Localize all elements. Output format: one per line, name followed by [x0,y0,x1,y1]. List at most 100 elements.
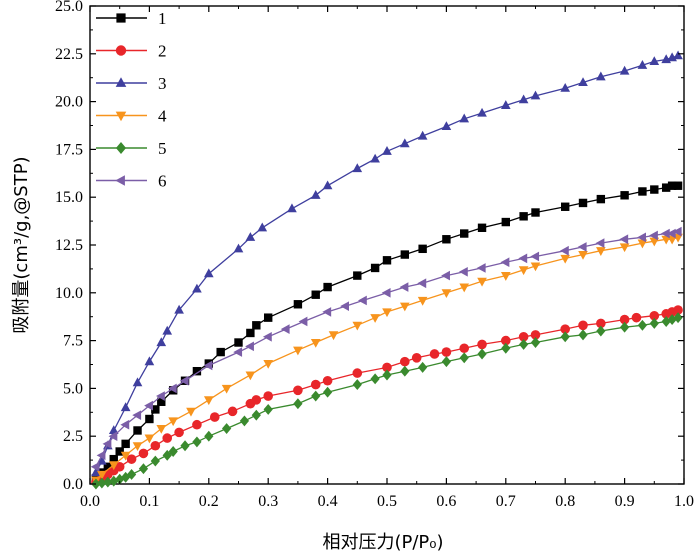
series-group [90,50,683,490]
data-point [251,409,261,421]
data-point [353,271,362,280]
data-point [459,283,470,293]
y-tick-label: 12.5 [55,237,83,254]
data-point [245,371,256,381]
data-point [132,442,143,452]
data-point [108,425,119,435]
data-point [352,163,363,173]
data-point [246,328,255,338]
data-point [144,434,155,444]
data-point [133,426,142,435]
data-point [596,71,606,81]
data-point [138,463,149,475]
data-point [168,417,178,427]
data-point [578,320,588,331]
data-point [370,314,380,323]
data-point [418,361,428,373]
data-point [109,454,118,464]
y-tick-label: 2.5 [63,428,83,445]
data-point [180,440,190,452]
data-point [661,183,671,192]
data-point [150,455,160,467]
data-point [156,337,167,347]
data-point [441,289,452,299]
data-point [417,296,428,306]
series-4 [91,233,683,486]
data-point [596,325,606,337]
data-point [411,353,422,363]
data-point [108,431,118,442]
data-point [560,254,571,264]
data-point [559,245,569,256]
data-point [501,342,511,354]
data-point [115,447,124,456]
data-point [631,312,642,323]
data-point [637,232,646,243]
x-tick-label: 0.3 [258,493,278,510]
data-point [637,239,648,249]
data-point [518,331,529,342]
data-point [115,175,125,186]
data-point [114,461,125,472]
data-point [477,223,487,232]
data-point [400,356,410,367]
data-point [263,403,273,415]
x-axis-label: 相对压力(P/P₀) [322,532,443,553]
data-point [216,347,225,357]
data-point [500,272,511,281]
data-point [340,301,349,312]
x-tick-label: 0.1 [139,493,159,510]
data-point [293,385,303,396]
data-point [126,468,137,480]
data-point [459,352,469,364]
data-point [530,262,541,272]
legend-item-4: 4 [96,107,167,126]
x-tick-label: 0.9 [615,493,635,510]
data-point [245,341,254,352]
data-point [560,324,570,334]
data-point [179,375,189,386]
data-point [518,253,528,264]
data-point [417,130,428,140]
data-point [293,346,303,356]
data-point [310,379,321,390]
data-point [596,318,606,329]
data-point [619,234,629,245]
data-point [620,191,629,200]
data-point [560,82,571,92]
data-point [234,338,243,347]
data-point [519,212,528,221]
data-point [476,263,486,273]
data-point [102,439,112,449]
data-point [672,226,682,237]
legend-item-1: 1 [96,9,167,28]
data-point [132,377,143,387]
data-point [115,45,127,56]
legend-label: 3 [158,74,167,93]
data-point [578,329,588,341]
data-point [429,349,440,359]
data-point [382,362,392,373]
data-point [399,138,410,148]
data-point [120,451,131,461]
data-point [578,198,588,208]
data-point [144,400,153,411]
data-point [649,237,660,247]
data-point [245,232,256,241]
data-point [370,373,380,385]
y-axis-label: 吸附量(cm³/g,@STP) [11,156,32,333]
data-point [293,398,303,410]
x-tick-label: 0.6 [436,493,456,510]
data-point [97,470,107,480]
data-point [120,402,131,412]
data-point [352,321,363,331]
data-point [298,316,308,327]
x-tick-label: 0.4 [318,493,338,510]
data-point [233,243,244,253]
data-point [501,217,510,227]
legend: 1 2 3 4 5 6 [96,9,167,191]
x-tick-label: 0.5 [377,493,397,510]
data-point [145,414,154,424]
data-point [91,467,101,477]
data-point [649,317,659,329]
